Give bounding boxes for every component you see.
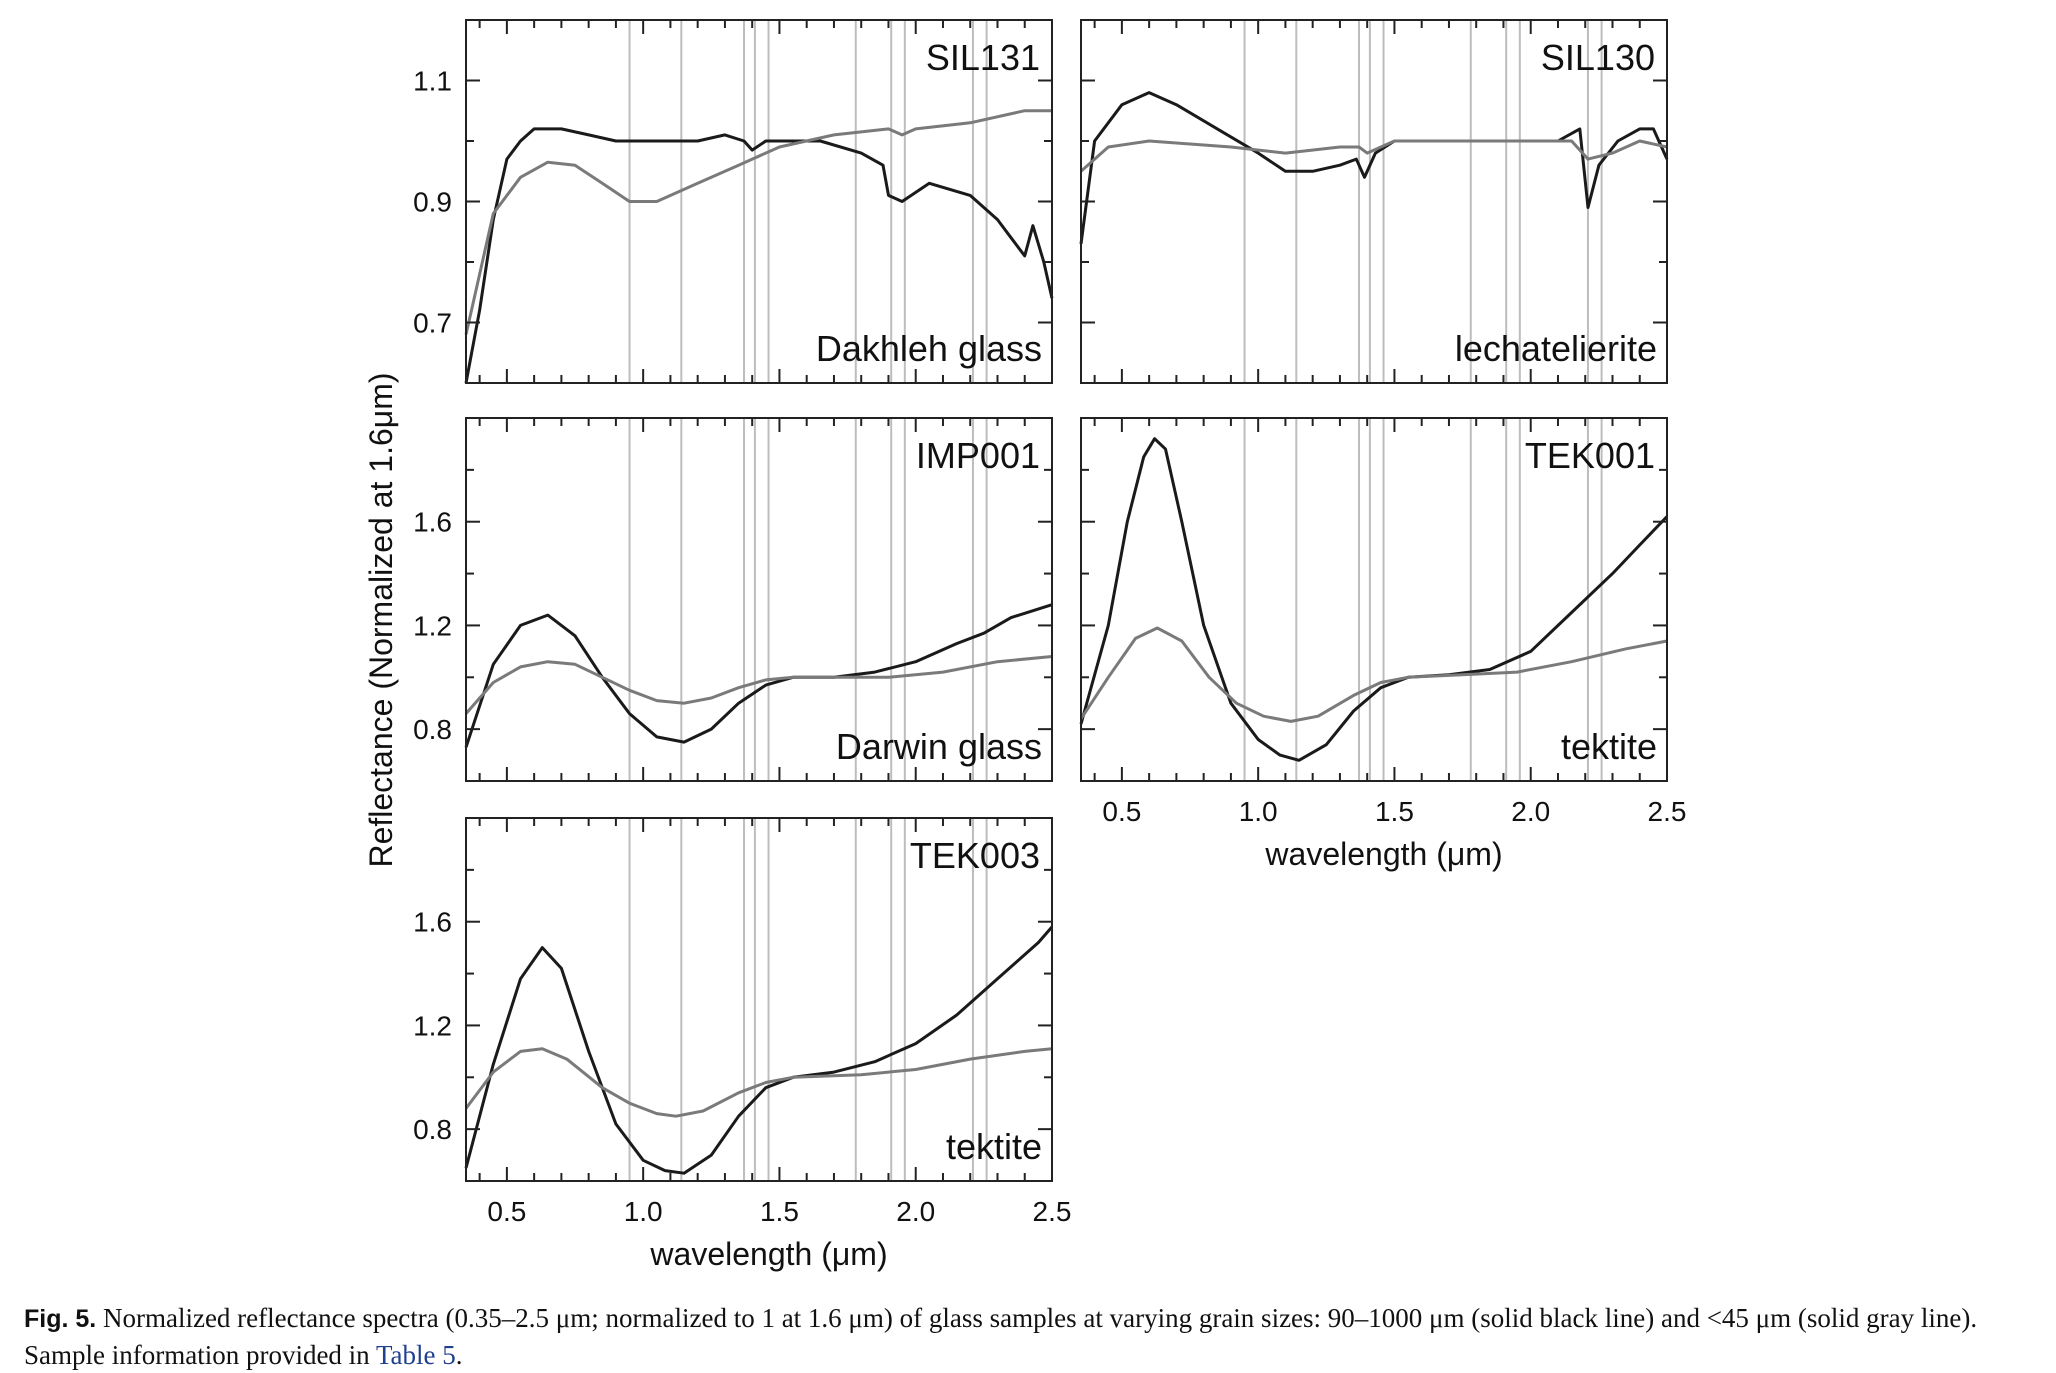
caption-text: Normalized reflectance spectra (0.35–2.5…	[24, 1303, 1978, 1370]
caption-fig-label: Fig. 5.	[24, 1305, 97, 1333]
series-fine-line	[464, 109, 1052, 335]
sample-id-label: IMP001	[916, 435, 1040, 476]
panel-sil130: SIL130 lechatelierite	[1079, 19, 1669, 384]
x-tick-label: 2.0	[896, 1196, 935, 1227]
panel-sil131: 0.7 0.9 1.1 SIL131 Dakhleh glass	[413, 19, 1054, 384]
sample-id-label: TEK001	[1525, 435, 1655, 476]
x-axis-label: wavelength (μm)	[649, 1236, 887, 1272]
series-fine-line	[464, 655, 1053, 715]
material-label: Dakhleh glass	[816, 328, 1042, 369]
plot-frame	[465, 817, 1053, 1182]
y-tick-label: 1.6	[413, 507, 452, 538]
figure-caption: Fig. 5. Normalized reflectance spectra (…	[24, 1300, 2034, 1373]
figure-5-spectra: Reflectance (Normalized at 1.6μm) 0.7 0.9…	[363, 19, 1687, 1272]
table-5-link[interactable]: Table 5	[375, 1340, 456, 1370]
y-tick-label: 1.6	[413, 907, 452, 938]
material-label: Darwin glass	[836, 726, 1042, 767]
caption-end: .	[455, 1340, 463, 1370]
x-tick-label: 2.5	[1648, 796, 1687, 827]
x-tick-label: 2.5	[1033, 1196, 1072, 1227]
sample-id-label: SIL130	[1541, 37, 1655, 78]
x-tick-label: 1.5	[760, 1196, 799, 1227]
panel-imp001: 0.8 1.2 1.6 IMP001 Darwin glass	[413, 417, 1053, 782]
y-tick-label: 0.8	[413, 1114, 452, 1145]
series-coarse-line	[1079, 91, 1669, 245]
sample-id-label: SIL131	[926, 37, 1040, 78]
series-fine-line	[464, 1047, 1053, 1118]
x-tick-label: 1.0	[624, 1196, 663, 1227]
material-label: lechatelierite	[1455, 328, 1657, 369]
series-coarse-line	[1079, 437, 1669, 762]
y-tick-label: 1.1	[413, 66, 452, 97]
plot-frame	[1080, 417, 1668, 782]
plot-frame	[465, 417, 1053, 782]
y-tick-label: 1.2	[413, 610, 452, 641]
x-tick-label: 2.0	[1511, 796, 1550, 827]
x-tick-label: 1.0	[1239, 796, 1278, 827]
material-label: tektite	[946, 1126, 1042, 1167]
series-fine-line	[1079, 626, 1668, 723]
panel-tek003: 0.8 1.2 1.6 0.5 1.0 1.5 2.0 2.5 wavelength (μm) T…	[413, 817, 1072, 1272]
sample-id-label: TEK003	[910, 835, 1040, 876]
material-label: tektite	[1561, 726, 1657, 767]
y-axis-label: Reflectance (Normalized at 1.6μm)	[363, 372, 399, 867]
series-fine-line	[1080, 139, 1668, 173]
x-tick-label: 0.5	[1102, 796, 1141, 827]
y-tick-label: 0.9	[413, 187, 452, 218]
panel-tek001: 0.5 1.0 1.5 2.0 2.5 wavelength (μm) TEK001 tekt…	[1079, 417, 1687, 872]
y-tick-label: 0.8	[413, 714, 452, 745]
x-tick-label: 0.5	[487, 1196, 526, 1227]
series-coarse-line	[464, 925, 1054, 1175]
series-coarse-line	[464, 603, 1053, 748]
y-tick-label: 1.2	[413, 1010, 452, 1041]
series-coarse-line	[464, 127, 1054, 384]
x-axis-label: wavelength (μm)	[1264, 836, 1502, 872]
y-tick-label: 0.7	[413, 308, 452, 339]
x-tick-label: 1.5	[1375, 796, 1414, 827]
